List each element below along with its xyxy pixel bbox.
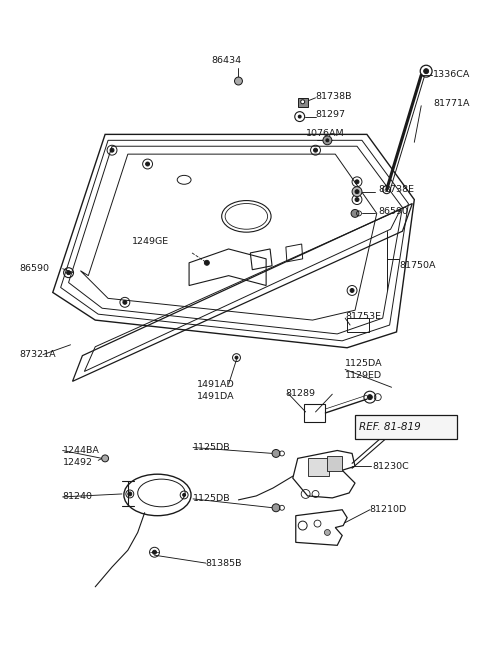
Circle shape: [352, 187, 362, 196]
Circle shape: [355, 180, 359, 184]
Text: 86590: 86590: [19, 264, 49, 273]
Text: 81738E: 81738E: [379, 185, 415, 194]
Bar: [347, 318, 369, 332]
Text: 12492: 12492: [62, 458, 93, 467]
Circle shape: [110, 148, 114, 152]
Circle shape: [102, 455, 108, 462]
Text: 1129ED: 1129ED: [345, 371, 382, 380]
Circle shape: [128, 492, 132, 496]
Text: 1125DB: 1125DB: [193, 495, 231, 504]
Circle shape: [153, 550, 156, 554]
Text: 81750A: 81750A: [399, 261, 436, 271]
Circle shape: [298, 115, 302, 119]
Bar: [298, 98, 308, 107]
Circle shape: [145, 162, 150, 166]
Circle shape: [235, 77, 242, 85]
Circle shape: [204, 260, 209, 265]
Text: 1336CA: 1336CA: [433, 69, 470, 79]
Circle shape: [351, 210, 359, 217]
Text: 1244BA: 1244BA: [62, 446, 99, 455]
Circle shape: [313, 148, 317, 152]
Text: 86590: 86590: [379, 207, 409, 216]
Text: 81753E: 81753E: [345, 312, 381, 321]
Circle shape: [235, 356, 238, 359]
Text: 1491AD: 1491AD: [197, 380, 235, 389]
Text: 81297: 81297: [315, 110, 346, 119]
Circle shape: [367, 395, 372, 400]
Bar: [308, 458, 329, 476]
Circle shape: [424, 69, 429, 73]
Circle shape: [326, 139, 329, 141]
Bar: [399, 427, 409, 439]
FancyBboxPatch shape: [355, 415, 457, 439]
Circle shape: [300, 100, 305, 103]
Circle shape: [123, 301, 127, 305]
Text: 1249GE: 1249GE: [132, 236, 169, 246]
Bar: [304, 404, 325, 422]
Text: 81240: 81240: [62, 493, 93, 502]
Text: 86434: 86434: [212, 56, 241, 65]
Circle shape: [272, 504, 280, 512]
Text: 1491DA: 1491DA: [197, 392, 235, 401]
Text: 1076AM: 1076AM: [306, 129, 344, 138]
Text: 81210D: 81210D: [370, 505, 407, 514]
Circle shape: [355, 198, 359, 202]
Bar: [327, 457, 342, 471]
Text: 81738B: 81738B: [315, 92, 352, 102]
Text: 81385B: 81385B: [206, 559, 242, 568]
Text: 81230C: 81230C: [373, 462, 409, 471]
Circle shape: [350, 288, 354, 292]
Text: REF. 81-819: REF. 81-819: [359, 422, 421, 432]
Circle shape: [67, 271, 71, 274]
Circle shape: [324, 529, 330, 535]
Circle shape: [183, 493, 186, 496]
Text: 81289: 81289: [285, 388, 315, 398]
Circle shape: [323, 136, 332, 145]
Text: 1125DB: 1125DB: [193, 443, 231, 452]
Text: 81771A: 81771A: [433, 100, 469, 108]
Circle shape: [355, 190, 359, 194]
Text: 87321A: 87321A: [19, 350, 56, 359]
Text: 1125DA: 1125DA: [345, 359, 383, 368]
Circle shape: [272, 449, 280, 457]
